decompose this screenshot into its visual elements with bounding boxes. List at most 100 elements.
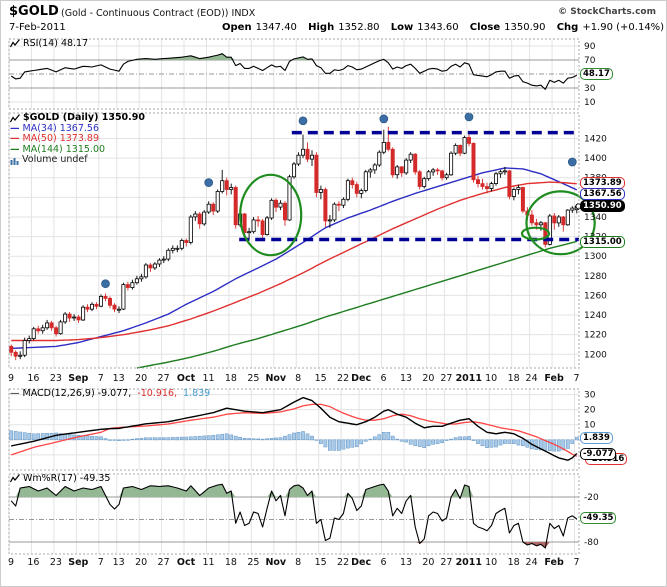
svg-text:30: 30	[584, 391, 596, 401]
svg-text:13: 13	[113, 373, 125, 384]
rsi-chart: 90 70 30 10	[8, 38, 596, 110]
svg-text:10: 10	[485, 557, 497, 568]
svg-text:27: 27	[158, 557, 170, 568]
symbol-description: (Gold - Continuous Contract (EOD)) INDX	[61, 8, 256, 19]
macd-chart: 30 20 10	[8, 388, 596, 471]
williams-chart: -20 -80 9 16 23 Sep 7 13 20 27 Oct 11 18 25 Nov 8 15 22 De…	[8, 473, 599, 568]
williams-value-box: -49.35	[580, 512, 617, 524]
svg-text:7: 7	[573, 373, 579, 384]
copyright: © StockCharts.com	[558, 7, 656, 17]
svg-text:Sep: Sep	[68, 373, 88, 384]
svg-text:6: 6	[380, 557, 386, 568]
svg-text:Oct: Oct	[177, 373, 196, 384]
svg-text:18: 18	[225, 373, 237, 384]
svg-text:Oct: Oct	[177, 557, 196, 568]
svg-text:13: 13	[400, 373, 412, 384]
volume-legend: Volume undef	[10, 154, 145, 166]
svg-text:27: 27	[440, 373, 452, 384]
svg-text:13: 13	[113, 557, 125, 568]
macd-value-box: -9.077	[580, 448, 617, 460]
svg-text:10: 10	[485, 373, 497, 384]
svg-text:70: 70	[584, 56, 596, 66]
svg-text:Dec: Dec	[351, 373, 371, 384]
svg-text:1260: 1260	[584, 291, 607, 301]
svg-text:8: 8	[295, 557, 301, 568]
ma144-value-box: 1315.00	[580, 236, 625, 248]
svg-text:1220: 1220	[584, 331, 607, 341]
svg-text:7: 7	[98, 373, 104, 384]
svg-text:1200: 1200	[584, 350, 607, 360]
quote-summary: Open 1347.40 High 1352.80 Low 1343.60 Close…	[214, 22, 666, 33]
svg-text:7: 7	[98, 557, 104, 568]
svg-text:Feb: Feb	[544, 373, 564, 384]
svg-text:16: 16	[27, 557, 39, 568]
svg-text:30: 30	[584, 84, 596, 94]
rsi-icon	[10, 39, 20, 48]
svg-text:10: 10	[584, 421, 596, 431]
macd-title: — MACD(12,26,9) -9.077, -10.916, 1.839	[10, 388, 211, 399]
price-icon	[10, 113, 20, 123]
macd-signal-value: -10.916,	[137, 388, 178, 399]
svg-text:7: 7	[573, 557, 579, 568]
svg-text:23: 23	[50, 373, 62, 384]
quote-change: Chg+1.90 (+0.14%)▲	[549, 22, 666, 33]
svg-text:18: 18	[508, 557, 520, 568]
svg-text:25: 25	[247, 557, 259, 568]
rsi-title: RSI(14) 48.17	[10, 38, 88, 49]
quote-open: Open 1347.40	[222, 22, 297, 33]
svg-text:Nov: Nov	[265, 373, 286, 384]
ma50-line-swatch: —	[10, 133, 20, 144]
svg-text:8: 8	[295, 373, 301, 384]
close-value-box: 1350.90	[580, 200, 625, 212]
svg-text:10: 10	[584, 98, 596, 108]
svg-text:20: 20	[584, 406, 596, 416]
svg-text:22: 22	[337, 373, 349, 384]
svg-text:9: 9	[8, 557, 14, 568]
svg-text:Feb: Feb	[544, 557, 564, 568]
svg-text:9: 9	[8, 373, 14, 384]
rsi-value-box: 48.17	[580, 68, 613, 80]
svg-text:11: 11	[202, 557, 214, 568]
svg-text:27: 27	[158, 373, 170, 384]
williams-title: Wm%R(17) -49.35	[10, 473, 110, 484]
svg-text:22: 22	[337, 557, 349, 568]
quote-close: Close 1350.90	[469, 22, 546, 33]
ma144-legend: — MA(144) 1315.00	[10, 143, 106, 155]
svg-text:1300: 1300	[584, 252, 607, 262]
macd-line-swatch: —	[10, 388, 20, 399]
ma34-value-box: 1367.56	[580, 188, 625, 200]
svg-text:20: 20	[422, 373, 434, 384]
svg-text:90: 90	[584, 42, 596, 52]
svg-text:-20: -20	[584, 493, 599, 503]
svg-text:-80: -80	[584, 538, 599, 548]
ma144-line-swatch: —	[10, 143, 20, 155]
svg-text:11: 11	[202, 373, 214, 384]
svg-text:18: 18	[225, 557, 237, 568]
svg-text:6: 6	[380, 373, 386, 384]
svg-text:1340: 1340	[584, 213, 607, 223]
svg-text:1280: 1280	[584, 272, 607, 282]
volume-icon	[10, 156, 19, 165]
symbol: $GOLD	[9, 4, 59, 19]
ma50-legend: — MA(50) 1373.89	[10, 133, 100, 144]
price-title-row: $GOLD (Daily) 1350.90	[10, 112, 145, 124]
ma34-legend: — MA(34) 1367.56	[10, 122, 100, 134]
svg-text:18: 18	[508, 373, 520, 384]
svg-text:25: 25	[247, 373, 259, 384]
ma34-line-swatch: —	[10, 122, 20, 134]
macd-histogram-value: 1.839	[183, 388, 211, 399]
price-legend: $GOLD (Daily) 1350.90 — MA(34) 1367.56 —…	[10, 112, 145, 166]
svg-text:1420: 1420	[584, 135, 607, 145]
quote-low: Low 1343.60	[390, 22, 459, 33]
svg-text:1240: 1240	[584, 311, 607, 321]
svg-text:Nov: Nov	[265, 557, 286, 568]
svg-text:24: 24	[526, 373, 538, 384]
macd-hist-value-box: 1.839	[580, 432, 613, 444]
svg-text:15: 15	[315, 557, 327, 568]
svg-text:Sep: Sep	[68, 557, 88, 568]
svg-text:27: 27	[440, 557, 452, 568]
svg-text:16: 16	[27, 373, 39, 384]
svg-text:2011: 2011	[456, 557, 482, 568]
svg-text:15: 15	[315, 373, 327, 384]
